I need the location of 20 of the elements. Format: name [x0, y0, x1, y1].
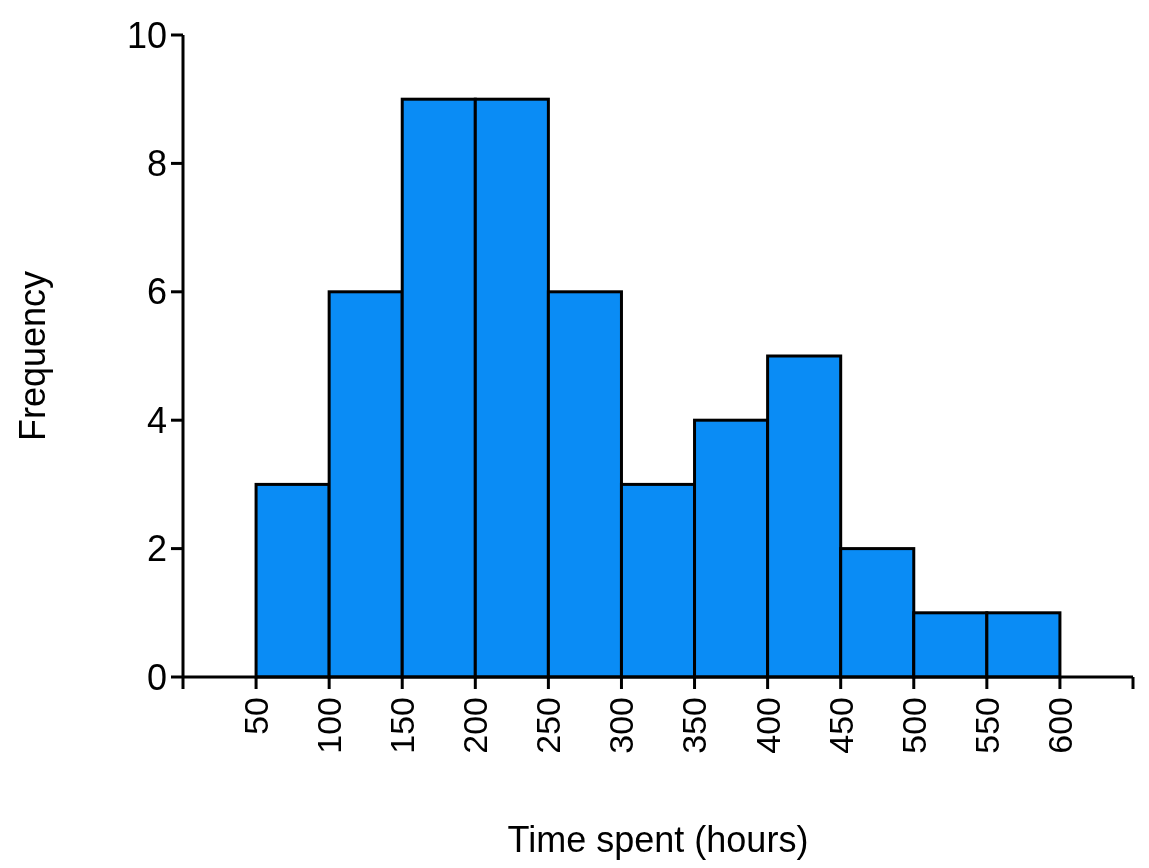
x-axis-title: Time spent (hours) [507, 819, 809, 860]
y-tick-label: 0 [146, 656, 167, 698]
x-tick-label: 400 [748, 697, 787, 754]
x-tick-label: 150 [383, 697, 422, 754]
x-tick-label: 550 [967, 697, 1006, 754]
x-tick-label: 250 [529, 697, 568, 754]
x-tick-label: 600 [1040, 697, 1079, 754]
y-axis-title: Frequency [12, 270, 53, 442]
x-tick-label: 350 [675, 697, 714, 754]
x-tick-label: 100 [310, 697, 349, 754]
x-tick-label: 450 [821, 697, 860, 754]
x-tick-label: 300 [602, 697, 641, 754]
x-tick-label: 500 [894, 697, 933, 754]
x-tick-label: 50 [236, 697, 275, 735]
y-tick-label: 10 [126, 14, 167, 56]
x-tick-label: 200 [456, 697, 495, 754]
y-tick-label: 4 [146, 399, 167, 441]
y-tick-label: 2 [146, 528, 167, 570]
y-tick-label: 8 [146, 143, 167, 184]
y-tick-label: 6 [146, 271, 167, 313]
